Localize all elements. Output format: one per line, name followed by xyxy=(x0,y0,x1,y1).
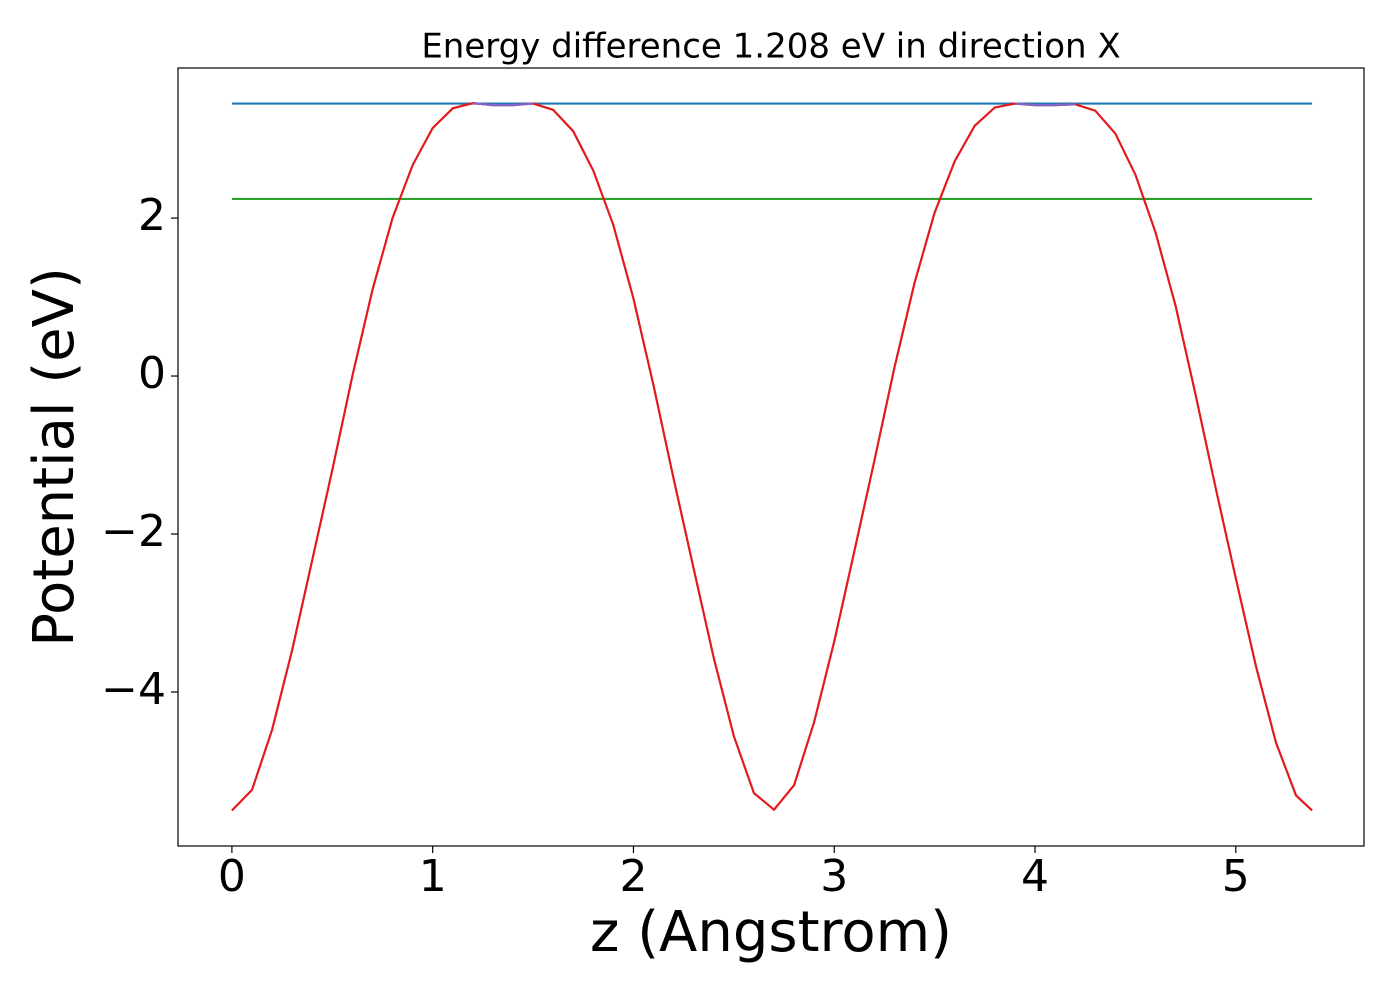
x-tick-label: 4 xyxy=(1021,851,1049,902)
y-tick-label: 2 xyxy=(138,190,166,241)
y-tick-label: −4 xyxy=(101,664,166,715)
x-axis-label: z (Angstrom) xyxy=(590,900,952,965)
plot-frame xyxy=(177,67,1365,847)
data-line xyxy=(231,102,1313,812)
x-tick-label: 3 xyxy=(820,851,848,902)
y-axis-label: Potential (eV) xyxy=(22,267,87,647)
x-tick-label: 5 xyxy=(1222,851,1250,902)
y-tick-label: 0 xyxy=(138,348,166,399)
data-line xyxy=(472,102,1076,107)
x-tick-label: 2 xyxy=(619,851,647,902)
chart-title: Energy difference 1.208 eV in direction … xyxy=(421,27,1120,67)
x-tick-label: 1 xyxy=(419,851,447,902)
x-tick-label: 0 xyxy=(218,851,246,902)
y-tick-label: −2 xyxy=(101,506,166,557)
